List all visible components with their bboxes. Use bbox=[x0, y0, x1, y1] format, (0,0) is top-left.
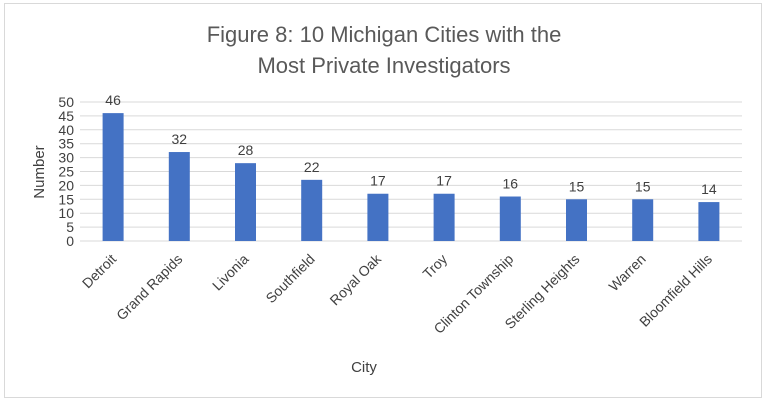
bar-royal-oak bbox=[367, 193, 389, 241]
bar-warren bbox=[632, 199, 654, 241]
data-label: 46 bbox=[105, 92, 121, 108]
chart-title-line-1: Figure 8: 10 Michigan Cities with the bbox=[207, 22, 562, 47]
data-label: 16 bbox=[503, 176, 519, 192]
x-axis-title: City bbox=[351, 359, 377, 376]
bar-sterling-heights bbox=[566, 199, 587, 241]
bar-clinton-township bbox=[499, 196, 521, 241]
data-label: 32 bbox=[172, 131, 188, 147]
x-tick-label: Livonia bbox=[209, 251, 252, 294]
data-label: 28 bbox=[238, 142, 254, 158]
y-tick-label: 45 bbox=[58, 108, 74, 124]
y-tick-label: 20 bbox=[58, 177, 74, 193]
x-tick-label: Detroit bbox=[79, 251, 120, 292]
y-tick-label: 5 bbox=[66, 219, 74, 235]
y-tick-label: 0 bbox=[66, 233, 74, 249]
bar-livonia bbox=[235, 163, 256, 241]
bar-detroit bbox=[102, 113, 124, 241]
x-tick-label: Royal Oak bbox=[326, 250, 384, 308]
x-tick-label: Troy bbox=[419, 251, 450, 282]
x-tick-label: Grand Rapids bbox=[113, 251, 185, 323]
bar-southfield bbox=[301, 179, 323, 241]
data-label: 17 bbox=[370, 173, 386, 189]
y-tick-label: 15 bbox=[58, 191, 74, 207]
y-tick-label: 35 bbox=[58, 136, 74, 152]
x-tick-label: Warren bbox=[605, 251, 648, 294]
data-label: 17 bbox=[436, 173, 452, 189]
data-label: 15 bbox=[635, 178, 651, 194]
x-tick-label: Southfield bbox=[262, 251, 317, 306]
y-axis-title: Number bbox=[31, 145, 48, 198]
y-tick-label: 10 bbox=[58, 205, 74, 221]
data-label: 22 bbox=[304, 159, 320, 175]
gridlines bbox=[80, 101, 742, 242]
bar-grand-rapids bbox=[168, 152, 190, 241]
chart-title-line-2: Most Private Investigators bbox=[257, 53, 510, 78]
bars bbox=[102, 113, 720, 241]
data-labels: 46 32 28 22 17 17 16 15 15 14 bbox=[105, 92, 717, 197]
data-label: 14 bbox=[701, 181, 717, 197]
y-tick-label: 40 bbox=[58, 122, 74, 138]
y-tick-label: 50 bbox=[58, 94, 74, 110]
y-tick-label: 25 bbox=[58, 164, 74, 180]
bar-troy bbox=[433, 193, 455, 241]
data-label: 15 bbox=[569, 178, 585, 194]
y-tick-label: 30 bbox=[58, 150, 74, 166]
bar-bloomfield-hills bbox=[698, 202, 720, 241]
